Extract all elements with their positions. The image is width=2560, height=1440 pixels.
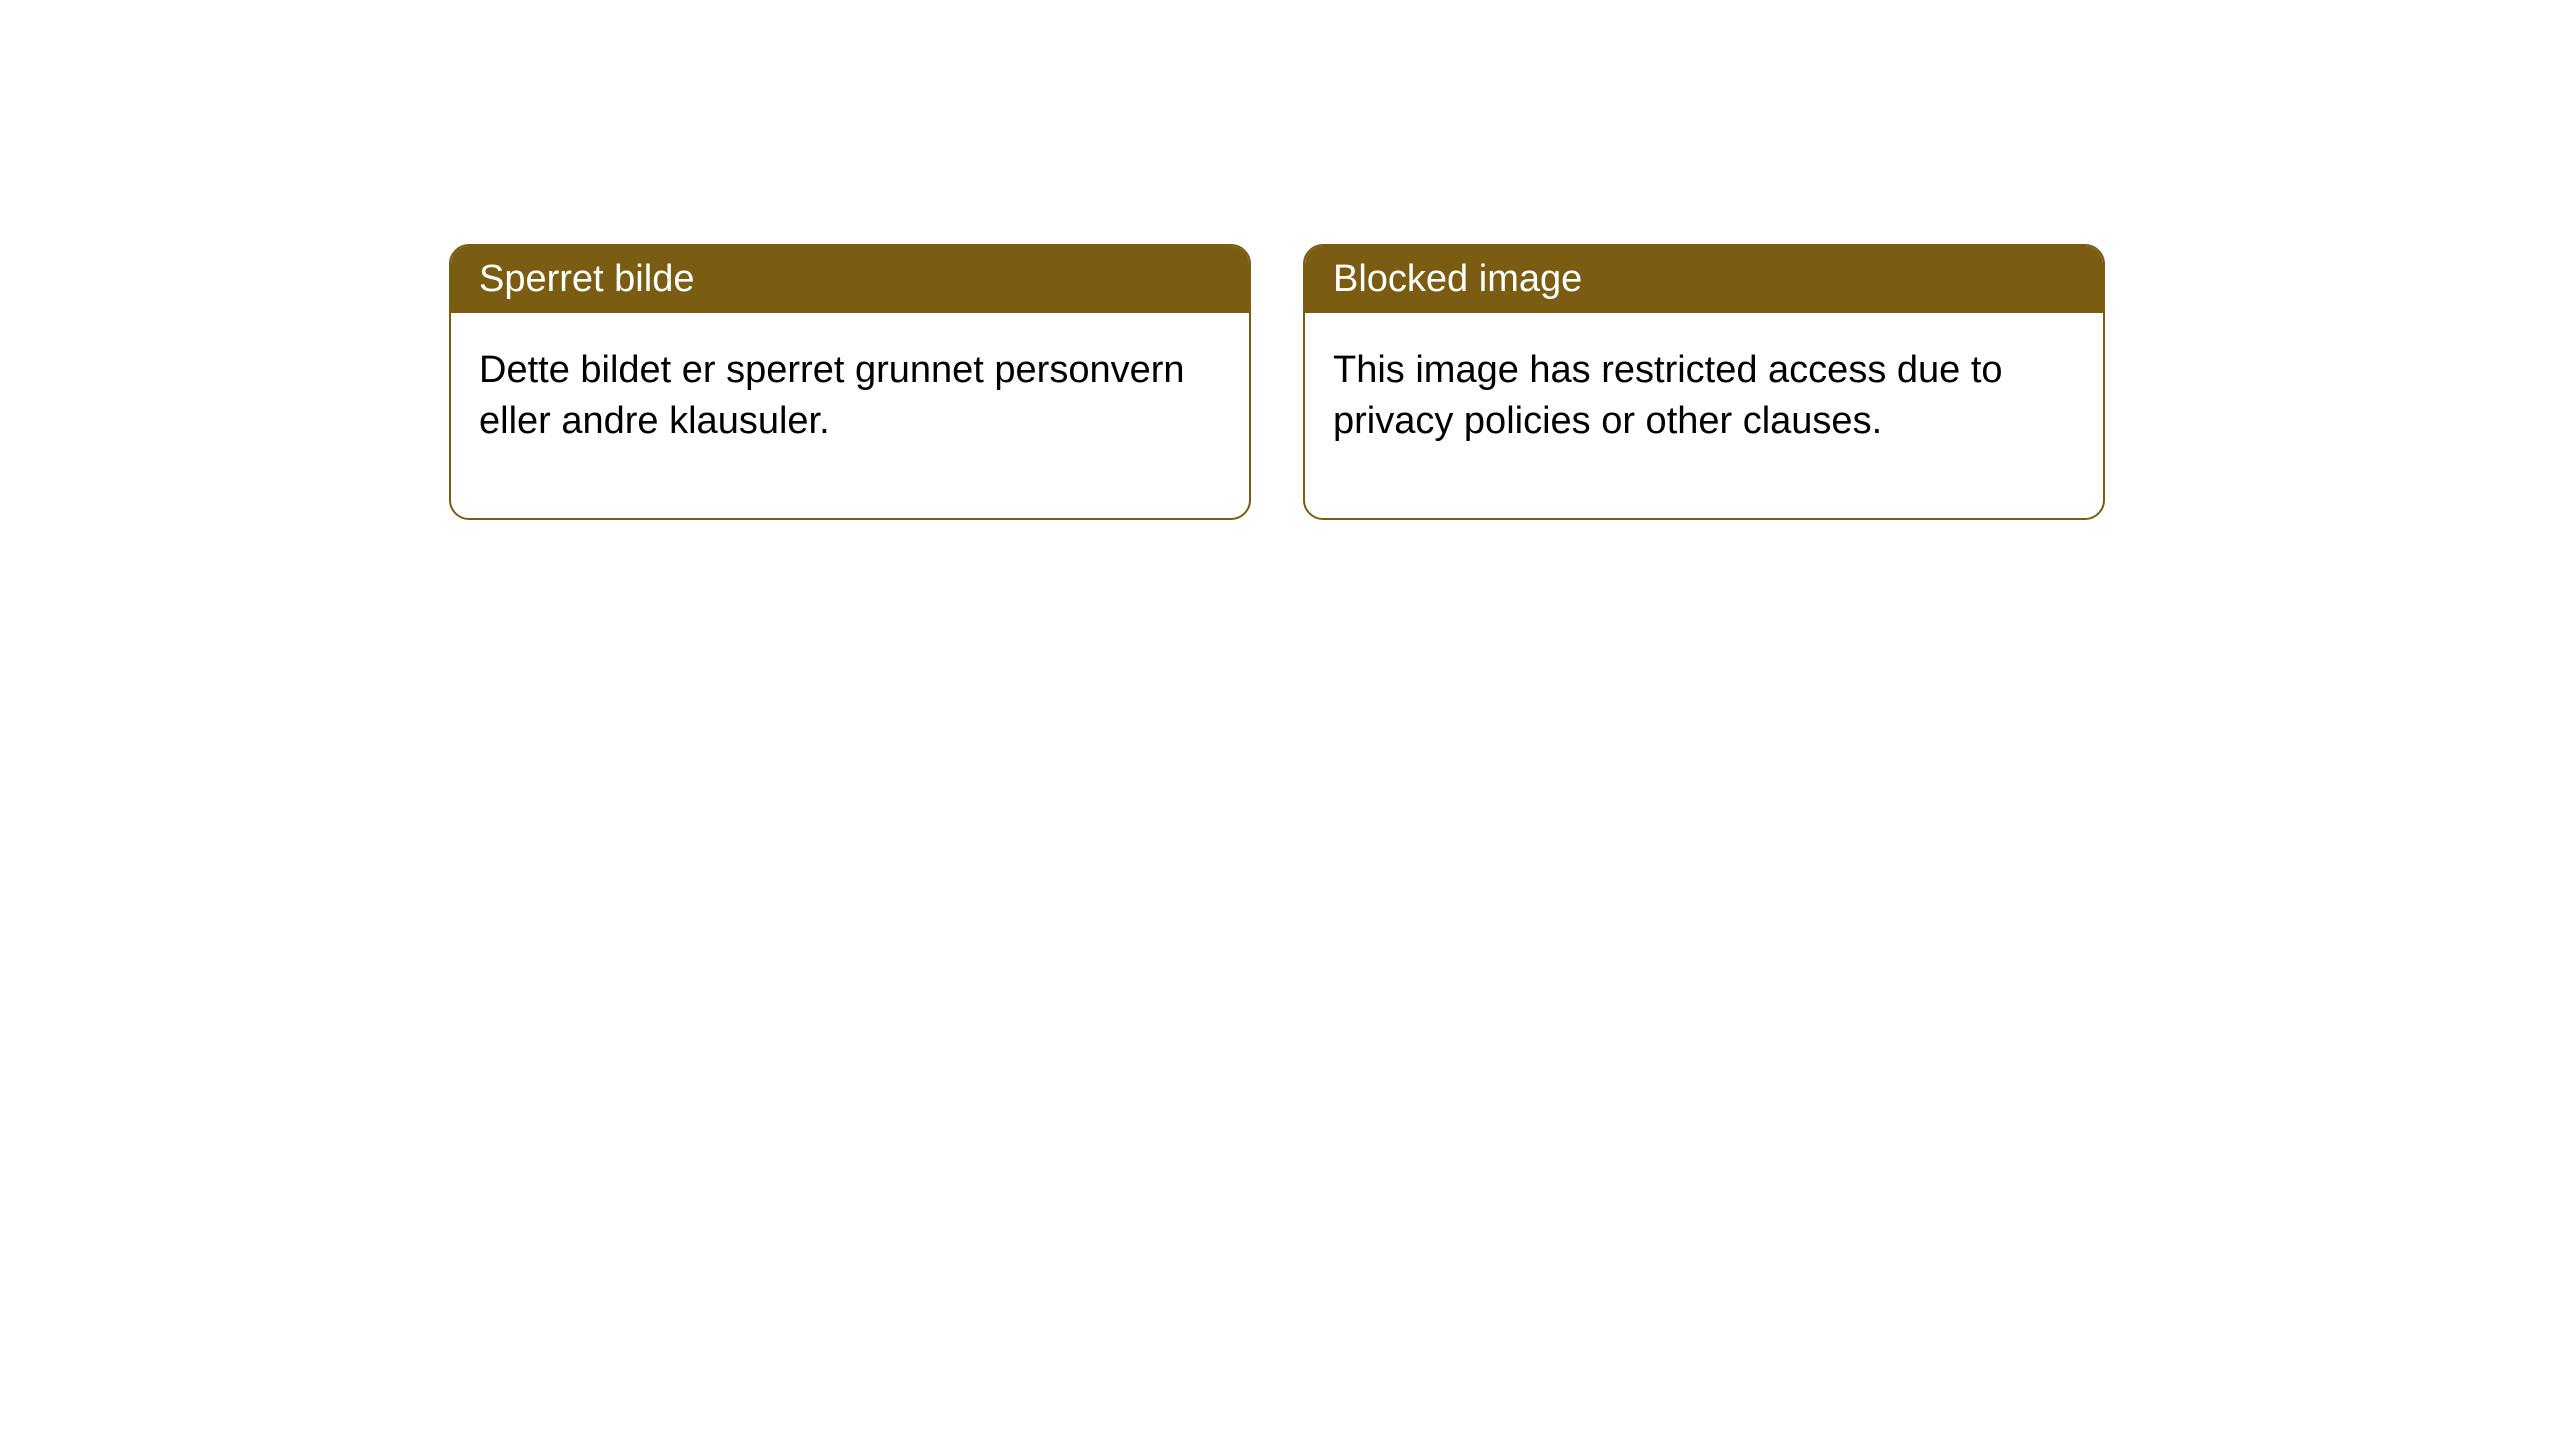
card-title: Sperret bilde	[479, 258, 694, 300]
card-blocked-no: Sperret bilde Dette bildet er sperret gr…	[449, 244, 1251, 520]
cards-container: Sperret bilde Dette bildet er sperret gr…	[449, 244, 2105, 520]
card-body: This image has restricted access due to …	[1305, 313, 2103, 518]
card-body: Dette bildet er sperret grunnet personve…	[451, 313, 1249, 518]
card-body-text: Dette bildet er sperret grunnet personve…	[479, 349, 1185, 442]
card-body-text: This image has restricted access due to …	[1333, 349, 2003, 442]
card-header: Blocked image	[1305, 246, 2103, 313]
card-header: Sperret bilde	[451, 246, 1249, 313]
card-title: Blocked image	[1333, 258, 1582, 300]
card-blocked-en: Blocked image This image has restricted …	[1303, 244, 2105, 520]
